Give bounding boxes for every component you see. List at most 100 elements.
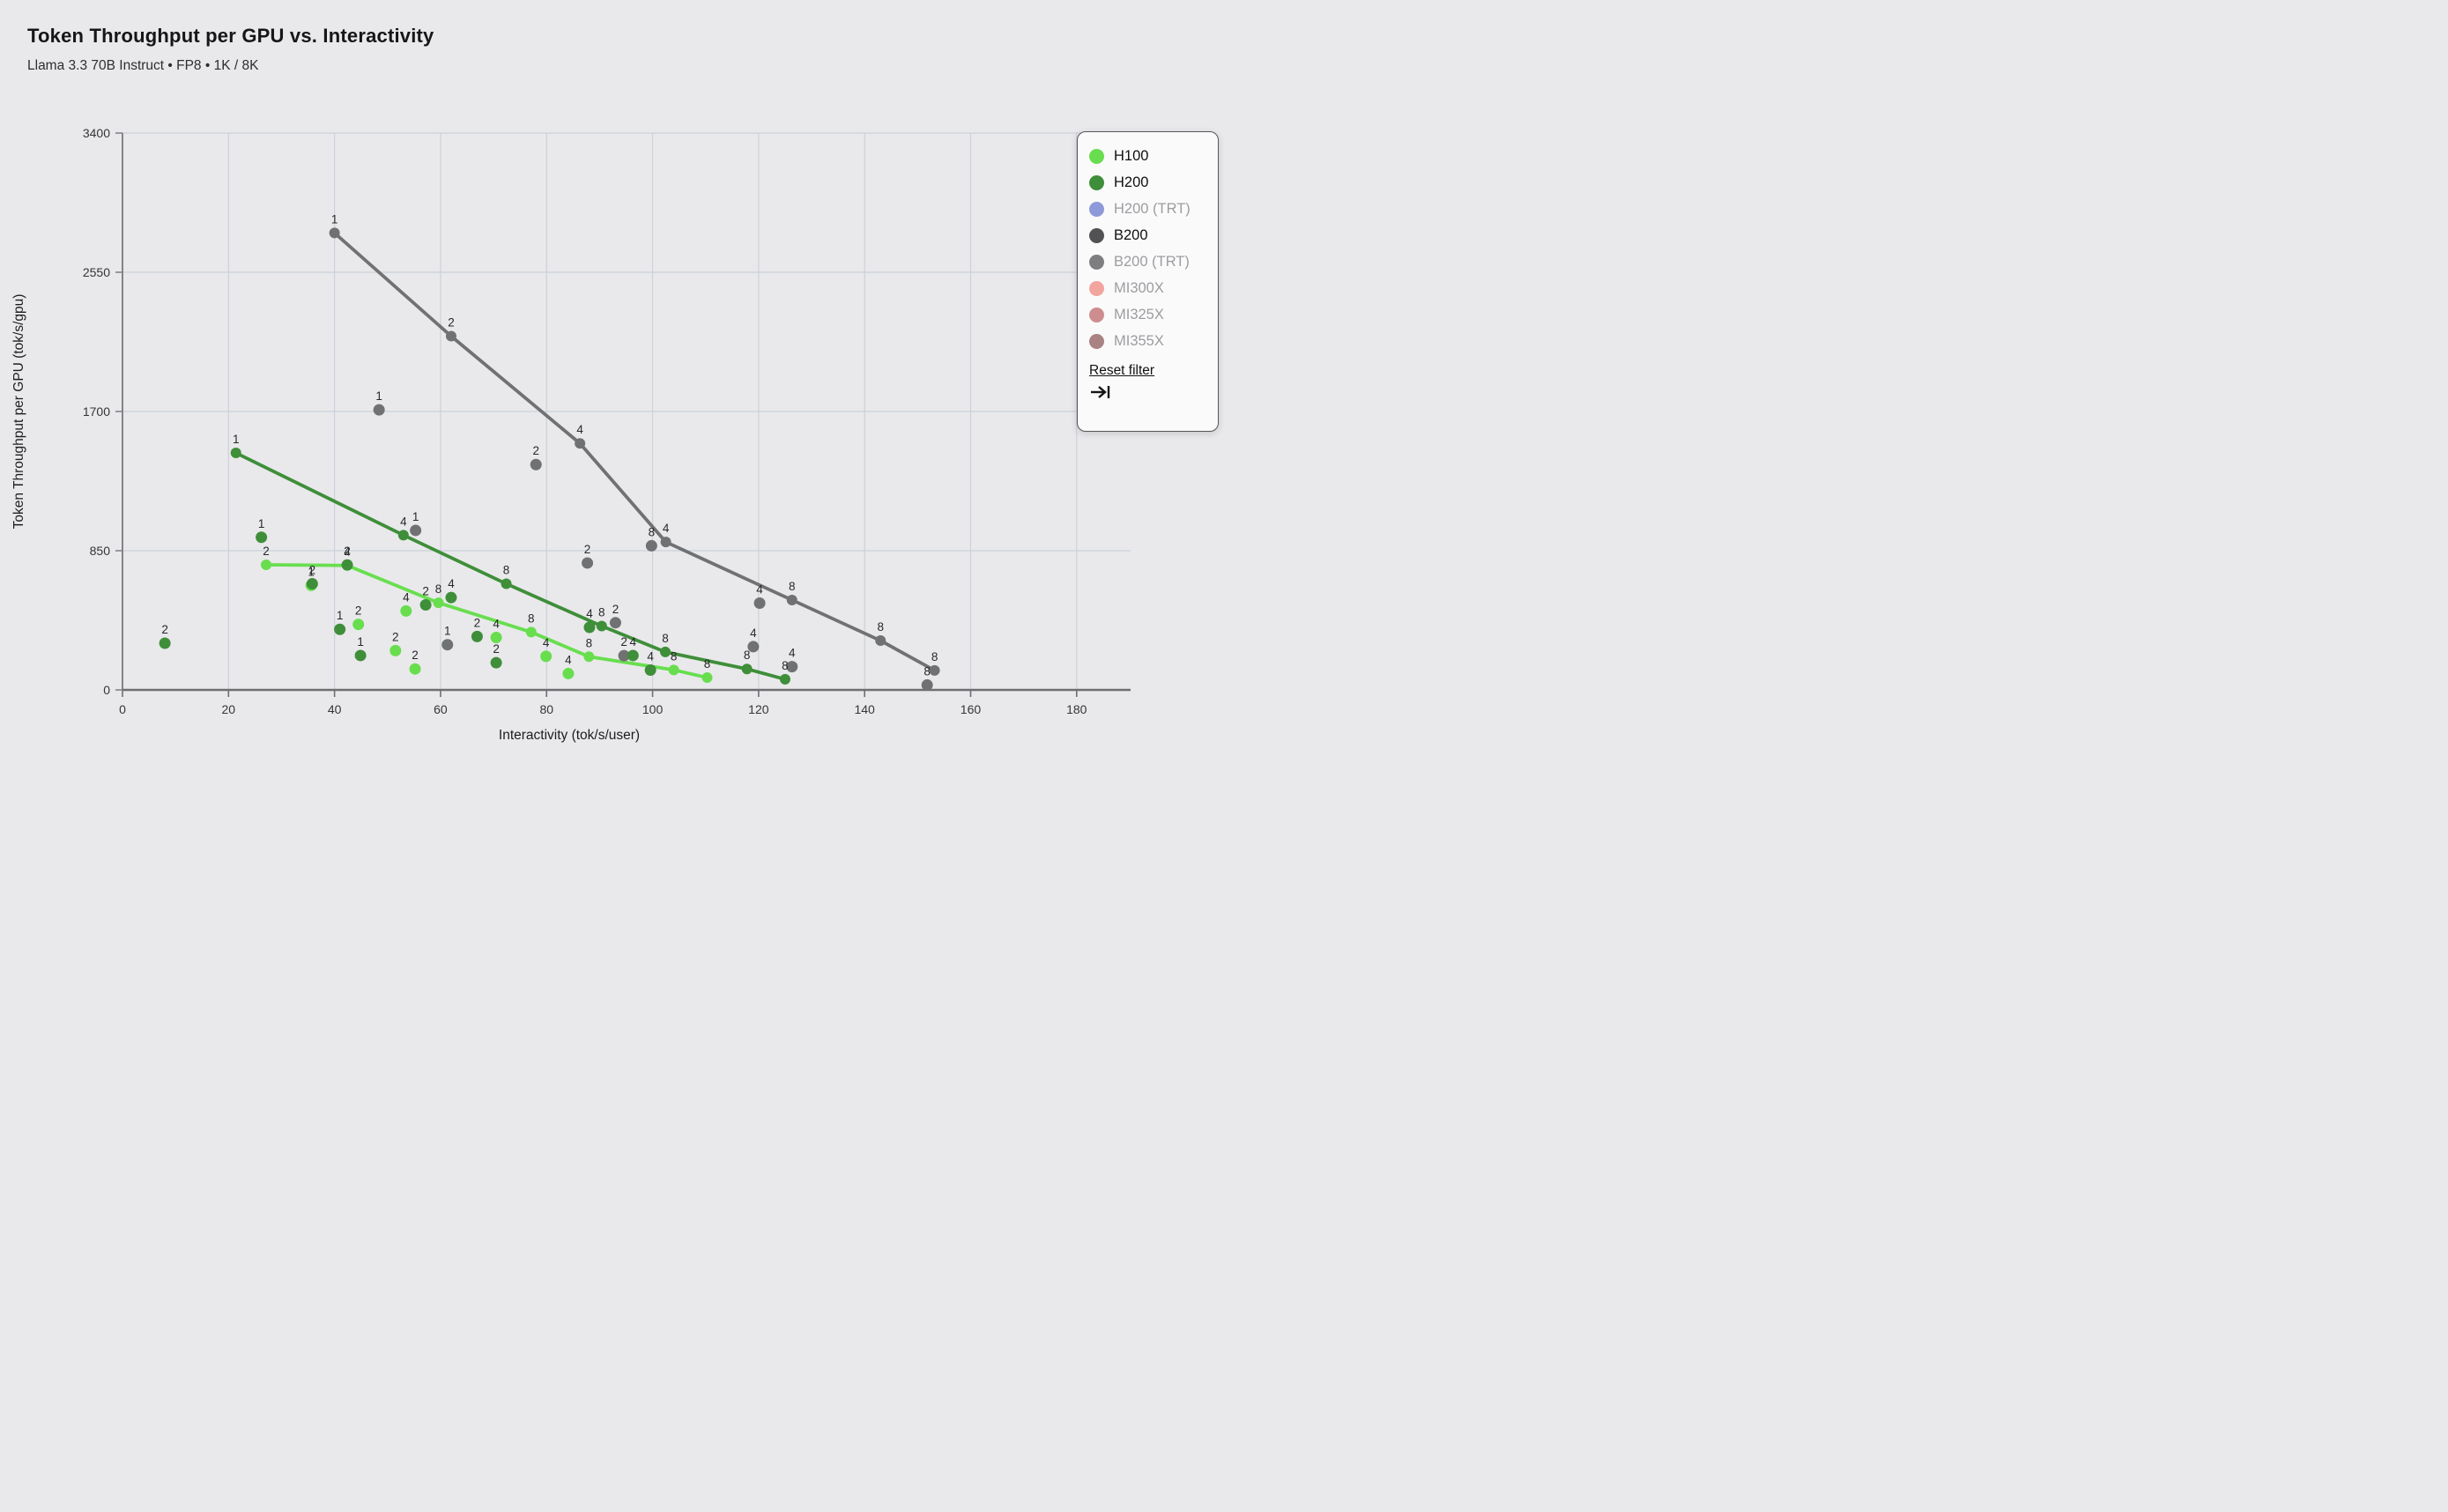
legend-item-h100[interactable]: H100 — [1089, 143, 1218, 169]
legend-item-b200-trt[interactable]: B200 (TRT) — [1089, 248, 1218, 275]
point-label: 2 — [422, 585, 429, 598]
pareto-point-h200-8[interactable] — [596, 620, 607, 632]
data-point-h100-2[interactable] — [389, 644, 402, 656]
point-label: 8 — [649, 525, 656, 538]
data-point-h200-4[interactable] — [627, 649, 639, 662]
series-line-h100 — [261, 559, 713, 684]
pareto-point-h100-8[interactable] — [433, 597, 444, 609]
data-point-h200-1[interactable] — [334, 623, 346, 635]
legend-swatch-mi355x-icon — [1089, 333, 1104, 349]
pareto-point-h200-8[interactable] — [779, 673, 790, 685]
point-label: 8 — [503, 564, 510, 577]
data-point-h200-2[interactable] — [419, 599, 432, 611]
legend-item-mi325x[interactable]: MI325X — [1089, 301, 1218, 328]
pareto-point-b200-4[interactable] — [660, 537, 671, 548]
x-tick-label: 140 — [854, 702, 875, 716]
pareto-point-h200-4[interactable] — [397, 530, 409, 541]
data-point-b200-4[interactable] — [753, 597, 766, 609]
collapse-legend-icon[interactable] — [1089, 383, 1112, 401]
pareto-point-h200-8[interactable] — [659, 646, 671, 657]
pareto-point-b200-8[interactable] — [786, 594, 797, 605]
data-point-b200-2[interactable] — [582, 557, 594, 569]
legend-swatch-h200-icon — [1089, 174, 1104, 190]
data-point-h100-4[interactable] — [540, 650, 553, 663]
pareto-point-h200-8[interactable] — [501, 578, 512, 589]
point-label: 2 — [612, 603, 619, 616]
pareto-point-h100-8[interactable] — [583, 651, 595, 663]
data-point-b200-2[interactable] — [609, 617, 621, 629]
data-point-b200-2[interactable] — [530, 458, 542, 471]
point-label: 2 — [584, 543, 591, 556]
data-point-h200-1[interactable] — [354, 649, 367, 662]
legend-item-h200[interactable]: H200 — [1089, 169, 1218, 196]
point-label: 2 — [309, 564, 316, 577]
data-point-b200-8[interactable] — [921, 678, 933, 691]
data-point-h200-4[interactable] — [583, 621, 596, 634]
pareto-point-b200-4[interactable] — [575, 438, 586, 449]
point-label: 8 — [671, 649, 678, 663]
point-label: 2 — [493, 642, 500, 656]
data-point-h200-2[interactable] — [471, 630, 483, 642]
data-point-h100-2[interactable] — [409, 663, 421, 675]
pareto-point-h100-8[interactable] — [525, 626, 537, 638]
point-label: 2 — [448, 315, 455, 329]
pareto-point-b200-8[interactable] — [929, 664, 940, 676]
x-axis-title: Interactivity (tok/s/user) — [499, 728, 640, 743]
point-label: 2 — [344, 545, 351, 558]
point-label: 4 — [586, 607, 593, 620]
pareto-point-h200-8[interactable] — [741, 663, 753, 675]
data-point-h200-4[interactable] — [445, 591, 457, 604]
pareto-point-b200-8[interactable] — [875, 635, 886, 647]
point-label: 8 — [662, 632, 669, 645]
data-point-h200-2[interactable] — [341, 559, 353, 571]
legend-item-label: H100 — [1114, 147, 1149, 164]
data-point-b200-1[interactable] — [441, 639, 454, 651]
data-point-h200-2[interactable] — [306, 578, 318, 590]
series-points-h200 — [159, 531, 657, 677]
data-point-h200-2[interactable] — [159, 637, 171, 649]
data-point-h100-4[interactable] — [490, 632, 502, 644]
data-point-h100-2[interactable] — [352, 619, 365, 631]
chart-plot-area: 0 20 40 60 80 100 120 140 160 180 0 850 1700 2550 3400… — [11, 126, 1131, 743]
point-label: 4 — [493, 618, 500, 631]
point-label: 4 — [647, 650, 654, 663]
point-label: 1 — [258, 517, 265, 530]
data-point-h200-4[interactable] — [644, 664, 657, 677]
legend: H100 H200 H200 (TRT) B200 B200 (TRT) MI3… — [1077, 131, 1219, 432]
legend-item-label: H200 — [1114, 174, 1149, 190]
data-point-b200-8[interactable] — [645, 539, 657, 552]
point-label: 8 — [877, 620, 884, 634]
data-point-b200-2[interactable] — [618, 649, 630, 662]
chart-card: Token Throughput per GPU vs. Interactivi… — [0, 0, 1224, 756]
legend-item-mi355x[interactable]: MI355X — [1089, 328, 1218, 354]
legend-swatch-mi300x-icon — [1089, 280, 1104, 296]
reset-filter-link[interactable]: Reset filter — [1089, 363, 1155, 378]
pareto-point-h200-1[interactable] — [230, 448, 241, 459]
point-label: 1 — [375, 389, 382, 403]
data-point-b200-1[interactable] — [410, 524, 422, 537]
data-point-h100-4[interactable] — [562, 667, 575, 679]
point-label: 2 — [392, 630, 399, 643]
page-title: Token Throughput per GPU vs. Interactivi… — [27, 25, 434, 47]
data-point-h200-1[interactable] — [256, 531, 268, 544]
pareto-point-h100-2[interactable] — [261, 559, 272, 570]
y-axis-title: Token Throughput per GPU (tok/s/gpu) — [11, 294, 26, 530]
data-point-b200-4[interactable] — [747, 641, 760, 653]
point-label: 4 — [543, 636, 550, 649]
pareto-point-h100-8[interactable] — [701, 672, 713, 684]
y-tick-label: 2550 — [83, 265, 110, 279]
x-tick-label: 20 — [222, 702, 236, 716]
data-point-h100-4[interactable] — [400, 604, 412, 617]
data-point-b200-4[interactable] — [786, 661, 798, 673]
point-label: 4 — [630, 635, 637, 649]
x-tick-label: 160 — [961, 702, 982, 716]
legend-item-b200[interactable]: B200 — [1089, 222, 1218, 248]
pareto-point-h100-8[interactable] — [668, 664, 679, 676]
legend-item-mi300x[interactable]: MI300X — [1089, 275, 1218, 301]
pareto-point-b200-1[interactable] — [329, 227, 340, 239]
point-label: 8 — [598, 606, 605, 619]
pareto-point-b200-2[interactable] — [445, 330, 456, 342]
legend-item-h200-trt[interactable]: H200 (TRT) — [1089, 196, 1218, 222]
data-point-b200-1[interactable] — [373, 404, 385, 416]
data-point-h200-2[interactable] — [490, 656, 502, 669]
